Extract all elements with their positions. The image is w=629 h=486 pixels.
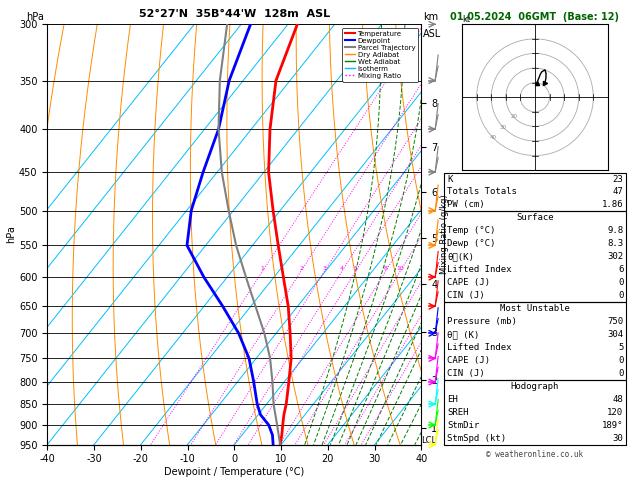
Text: θᴇ(K): θᴇ(K) bbox=[447, 252, 474, 261]
Text: 120: 120 bbox=[607, 408, 623, 417]
Legend: Temperature, Dewpoint, Parcel Trajectory, Dry Adiabat, Wet Adiabat, Isotherm, Mi: Temperature, Dewpoint, Parcel Trajectory… bbox=[342, 28, 418, 82]
Text: 52°27'N  35B°44'W  128m  ASL: 52°27'N 35B°44'W 128m ASL bbox=[139, 9, 330, 19]
Text: Lifted Index: Lifted Index bbox=[447, 343, 512, 352]
Text: 189°: 189° bbox=[602, 421, 623, 430]
Text: SREH: SREH bbox=[447, 408, 469, 417]
Text: 1: 1 bbox=[260, 266, 265, 271]
Text: 48: 48 bbox=[613, 395, 623, 404]
Text: 10: 10 bbox=[396, 266, 404, 271]
Text: K: K bbox=[447, 174, 453, 184]
Text: 3: 3 bbox=[323, 266, 326, 271]
Text: PW (cm): PW (cm) bbox=[447, 200, 485, 209]
Text: Temp (°C): Temp (°C) bbox=[447, 226, 496, 235]
Text: 0: 0 bbox=[618, 356, 623, 365]
Text: 4: 4 bbox=[340, 266, 344, 271]
Text: Dewp (°C): Dewp (°C) bbox=[447, 239, 496, 248]
Text: LCL: LCL bbox=[421, 435, 437, 445]
Text: CIN (J): CIN (J) bbox=[447, 369, 485, 378]
Text: CAPE (J): CAPE (J) bbox=[447, 356, 490, 365]
Text: 8: 8 bbox=[384, 266, 387, 271]
Text: 304: 304 bbox=[607, 330, 623, 339]
Text: 8.3: 8.3 bbox=[607, 239, 623, 248]
Y-axis label: Mixing Ratio (g/kg): Mixing Ratio (g/kg) bbox=[440, 195, 449, 274]
Text: Lifted Index: Lifted Index bbox=[447, 265, 512, 274]
Text: Hodograph: Hodograph bbox=[511, 382, 559, 391]
Text: 5: 5 bbox=[354, 266, 358, 271]
Text: θᴇ (K): θᴇ (K) bbox=[447, 330, 479, 339]
Text: 30: 30 bbox=[613, 434, 623, 443]
Text: hPa: hPa bbox=[26, 12, 44, 22]
Text: Totals Totals: Totals Totals bbox=[447, 188, 517, 196]
Text: 01.05.2024  06GMT  (Base: 12): 01.05.2024 06GMT (Base: 12) bbox=[450, 12, 620, 22]
Y-axis label: hPa: hPa bbox=[6, 226, 16, 243]
X-axis label: Dewpoint / Temperature (°C): Dewpoint / Temperature (°C) bbox=[164, 467, 304, 477]
Text: 1.86: 1.86 bbox=[602, 200, 623, 209]
Text: 40: 40 bbox=[489, 135, 496, 140]
Text: 5: 5 bbox=[618, 343, 623, 352]
Text: kt: kt bbox=[462, 15, 470, 24]
Text: ASL: ASL bbox=[423, 29, 441, 39]
Text: km: km bbox=[423, 12, 438, 22]
Text: CIN (J): CIN (J) bbox=[447, 291, 485, 300]
Text: 30: 30 bbox=[500, 125, 507, 130]
Text: 0: 0 bbox=[618, 369, 623, 378]
Text: StmDir: StmDir bbox=[447, 421, 479, 430]
Text: Pressure (mb): Pressure (mb) bbox=[447, 317, 517, 326]
Text: EH: EH bbox=[447, 395, 458, 404]
Text: CAPE (J): CAPE (J) bbox=[447, 278, 490, 287]
Text: © weatheronline.co.uk: © weatheronline.co.uk bbox=[486, 450, 584, 459]
Text: 0: 0 bbox=[618, 278, 623, 287]
Text: 9.8: 9.8 bbox=[607, 226, 623, 235]
Text: 2: 2 bbox=[299, 266, 303, 271]
Text: 47: 47 bbox=[613, 188, 623, 196]
Text: 0: 0 bbox=[618, 291, 623, 300]
Text: 750: 750 bbox=[607, 317, 623, 326]
Text: 6: 6 bbox=[618, 265, 623, 274]
Text: 23: 23 bbox=[613, 174, 623, 184]
Text: 20: 20 bbox=[511, 114, 518, 119]
Text: 302: 302 bbox=[607, 252, 623, 261]
Text: Surface: Surface bbox=[516, 213, 554, 223]
Text: StmSpd (kt): StmSpd (kt) bbox=[447, 434, 506, 443]
Text: Most Unstable: Most Unstable bbox=[500, 304, 570, 313]
